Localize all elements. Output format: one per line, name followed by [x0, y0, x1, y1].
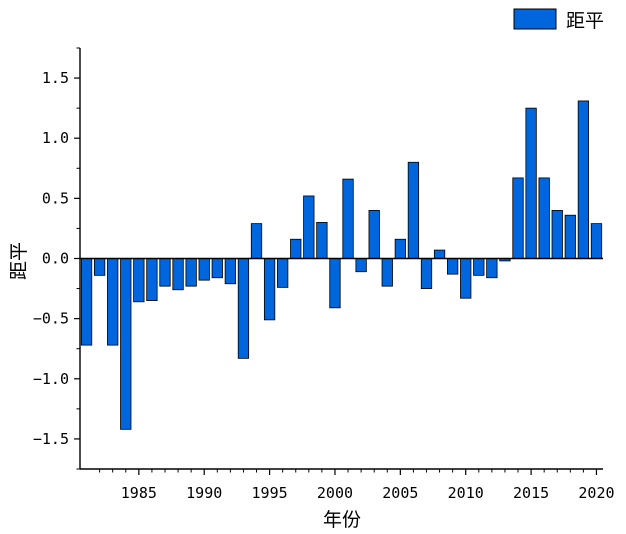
bar-2002: [355, 258, 367, 273]
x-tick-label: 1990: [186, 484, 222, 502]
bar-1989: [185, 258, 197, 287]
bar-1995: [263, 258, 276, 321]
bar-1983: [107, 258, 119, 346]
axes-group: −1.5 −1.0 −0.5 0.0 0.5 1.0 1.5 1985 1990 1995 2000…: [33, 47, 615, 502]
x-tick-label: 1995: [252, 484, 288, 502]
bar-2009: [447, 258, 459, 275]
legend-swatch: [513, 8, 557, 30]
y-tick-label: 0.0: [42, 250, 69, 268]
bar-1994: [250, 223, 263, 259]
bar-2010: [460, 258, 472, 299]
bar-2001: [342, 178, 354, 259]
bar-1982: [93, 258, 106, 276]
legend: 距平: [513, 8, 604, 32]
bar-2012: [486, 258, 498, 279]
bar-2018: [564, 214, 576, 259]
legend-label: 距平: [566, 10, 604, 32]
y-tick-label: 1.5: [42, 69, 69, 87]
bar-1993: [237, 258, 250, 359]
bar-2000: [329, 258, 341, 309]
bar-1992: [224, 258, 236, 285]
y-tick-label: −1.0: [33, 370, 69, 388]
bar-1997: [290, 238, 302, 259]
bar-2015: [525, 107, 537, 259]
bar-2016: [538, 177, 550, 259]
bar-2008: [433, 249, 446, 259]
bar-1988: [172, 258, 184, 291]
bar-2005: [394, 238, 406, 259]
bar-2017: [551, 209, 563, 259]
bar-2004: [381, 258, 393, 287]
bar-1985: [133, 258, 145, 303]
y-tick-label: 0.5: [42, 189, 69, 207]
bar-2006: [407, 161, 420, 259]
bar-1999: [316, 222, 328, 259]
x-axis-title: 年份: [323, 509, 361, 531]
bar-1987: [159, 258, 171, 287]
y-tick-label: 1.0: [42, 129, 69, 147]
bar-2011: [473, 258, 485, 276]
x-tick-label: 2005: [382, 484, 418, 502]
bar-2014: [512, 177, 524, 259]
y-tick-label: −0.5: [33, 310, 69, 328]
bar-2020: [590, 223, 603, 259]
bar-1991: [211, 258, 223, 279]
x-tick-label: 2000: [317, 484, 353, 502]
bar-1986: [146, 258, 158, 301]
x-tick-label: 2020: [578, 484, 614, 502]
y-tick-label: −1.5: [33, 430, 69, 448]
bar-2003: [368, 209, 380, 259]
bar-1984: [120, 258, 132, 430]
bar-1998: [303, 195, 315, 259]
x-tick-label: 2015: [513, 484, 549, 502]
bars-group: [80, 100, 603, 430]
y-axis-title: 距平: [8, 242, 30, 280]
bar-2019: [577, 100, 590, 259]
bar-1990: [198, 258, 210, 281]
bar-2007: [420, 258, 433, 289]
bar-1981: [80, 258, 93, 346]
bar-1996: [277, 258, 289, 288]
x-tick-label: 2010: [448, 484, 484, 502]
x-tick-label: 1985: [121, 484, 157, 502]
